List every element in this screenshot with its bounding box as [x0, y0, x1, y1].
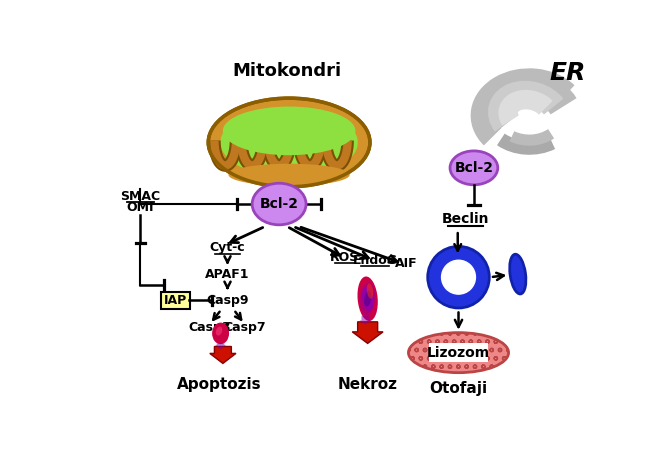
- FancyArrow shape: [210, 347, 236, 363]
- Ellipse shape: [218, 330, 223, 337]
- FancyArrow shape: [360, 316, 371, 325]
- Ellipse shape: [450, 151, 498, 185]
- FancyArrow shape: [215, 343, 226, 350]
- FancyArrow shape: [352, 322, 383, 343]
- Text: Cyt-c: Cyt-c: [210, 242, 245, 255]
- Text: SMAC: SMAC: [121, 190, 160, 203]
- Ellipse shape: [208, 98, 370, 187]
- Text: Otofaji: Otofaji: [430, 381, 487, 396]
- Ellipse shape: [252, 183, 306, 225]
- Ellipse shape: [221, 108, 358, 177]
- Ellipse shape: [408, 333, 509, 373]
- Text: Beclin: Beclin: [442, 212, 489, 226]
- Circle shape: [441, 260, 476, 294]
- Text: EndoG: EndoG: [353, 254, 398, 267]
- Text: IAP: IAP: [164, 294, 187, 307]
- Ellipse shape: [223, 106, 356, 155]
- Text: Casp9: Casp9: [206, 294, 249, 307]
- Ellipse shape: [215, 326, 227, 341]
- Ellipse shape: [360, 282, 375, 316]
- Text: Lizozom: Lizozom: [427, 346, 490, 360]
- Ellipse shape: [212, 323, 229, 344]
- Ellipse shape: [228, 164, 350, 186]
- Text: Casp3: Casp3: [189, 321, 231, 334]
- FancyBboxPatch shape: [160, 292, 190, 309]
- Ellipse shape: [358, 277, 378, 321]
- Text: APAF1: APAF1: [205, 268, 250, 281]
- Text: Bcl-2: Bcl-2: [454, 161, 493, 175]
- Text: ER: ER: [550, 61, 586, 85]
- Text: Nekroz: Nekroz: [337, 378, 398, 392]
- Text: Mitokondri: Mitokondri: [232, 62, 341, 80]
- Ellipse shape: [362, 286, 373, 311]
- Text: Casp7: Casp7: [223, 321, 265, 334]
- Text: Bcl-2: Bcl-2: [260, 197, 299, 211]
- Text: ROS: ROS: [330, 251, 359, 264]
- Text: Apoptozis: Apoptozis: [177, 378, 262, 392]
- Ellipse shape: [215, 326, 223, 335]
- Ellipse shape: [364, 291, 371, 307]
- FancyBboxPatch shape: [429, 343, 488, 362]
- Circle shape: [428, 247, 489, 308]
- Text: OMI: OMI: [127, 201, 154, 214]
- Ellipse shape: [216, 328, 225, 339]
- Ellipse shape: [509, 254, 526, 294]
- Text: AIF: AIF: [395, 257, 417, 270]
- Ellipse shape: [367, 283, 373, 299]
